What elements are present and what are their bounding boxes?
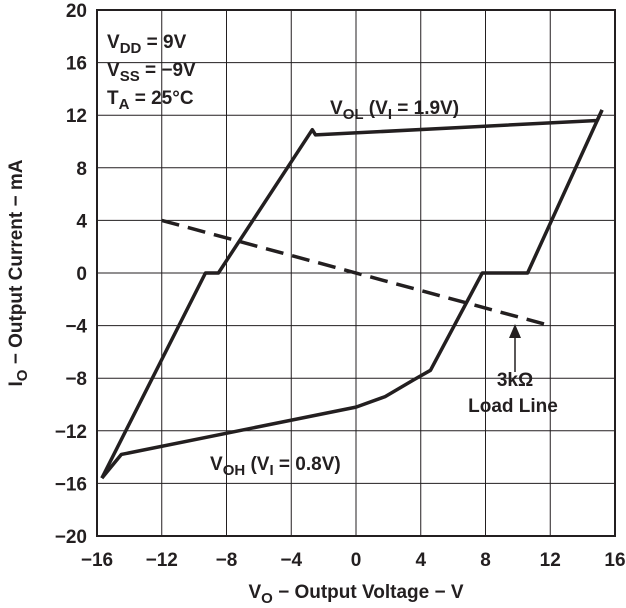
annotation-part: = −9V <box>140 60 196 81</box>
x-axis-title-part: V <box>248 582 261 603</box>
annotation-part: OH <box>223 462 246 479</box>
y-axis-group: IO − Output Current − mA <box>6 159 31 386</box>
annotation-part: T <box>107 88 119 109</box>
annotation: Load Line <box>468 396 558 417</box>
x-tick-label: 8 <box>480 550 491 571</box>
annotation-part: 3kΩ <box>497 370 533 391</box>
x-axis-title: VO − Output Voltage − V <box>248 582 463 607</box>
y-tick-label: 4 <box>76 211 87 232</box>
plot-frame <box>96 9 616 537</box>
annotation: TA = 25°C <box>107 88 194 113</box>
y-tick-label: −12 <box>55 422 87 443</box>
y-tick-label: 0 <box>76 264 87 285</box>
annotation: 3kΩ <box>497 370 533 391</box>
annotation-part: (V <box>364 98 389 119</box>
annotation: VOL (VI = 1.9V) <box>330 98 459 123</box>
annotation-part: OL <box>343 106 364 123</box>
y-axis-title-part: I <box>6 381 27 386</box>
y-tick-label: 8 <box>76 159 87 180</box>
x-axis-title-part: O <box>261 590 273 607</box>
curve <box>161 218 551 328</box>
annotation-part: SS <box>120 68 140 85</box>
load-line-arrowhead <box>509 324 521 338</box>
annotation-part: (V <box>245 454 270 475</box>
x-tick-label: 16 <box>604 550 625 571</box>
x-tick-label: −12 <box>146 550 178 571</box>
y-tick-label: −16 <box>55 474 87 495</box>
curve <box>100 109 604 479</box>
annotation-part: = 9V <box>141 32 186 53</box>
y-axis-title: IO − Output Current − mA <box>6 159 31 386</box>
annotation: VDD = 9V <box>107 32 187 57</box>
annotation-part: I <box>388 106 392 123</box>
annotation-part: V <box>107 60 120 81</box>
annotation: VSS = −9V <box>107 60 196 85</box>
annotation-part: I <box>269 462 273 479</box>
annotation-part: DD <box>120 40 142 57</box>
x-tick-label: −8 <box>216 550 238 571</box>
annotation-part: V <box>107 32 120 53</box>
annotation-part: V <box>210 454 223 475</box>
y-tick-label: −8 <box>65 369 87 390</box>
x-tick-label: −16 <box>81 550 113 571</box>
y-tick-label: 16 <box>66 54 87 75</box>
annotation-part: A <box>119 96 130 113</box>
x-tick-label: 0 <box>351 550 362 571</box>
curve <box>100 109 604 480</box>
x-tick-label: −4 <box>280 550 302 571</box>
y-tick-label: 20 <box>66 1 87 22</box>
y-tick-label: −20 <box>55 527 87 548</box>
annotation-part: Load Line <box>468 396 558 417</box>
annotation-part: V <box>330 98 343 119</box>
y-axis-title-part: − Output Current − mA <box>6 159 27 369</box>
x-axis-title-part: − Output Voltage − V <box>273 582 464 603</box>
y-tick-label: 12 <box>66 106 87 127</box>
annotation-part: = 25°C <box>129 88 193 109</box>
y-axis-title-part: O <box>14 369 31 381</box>
x-tick-label: 4 <box>415 550 426 571</box>
annotation-part: = 0.8V) <box>274 454 341 475</box>
y-tick-label: −4 <box>65 317 87 338</box>
annotation-part: = 1.9V) <box>392 98 459 119</box>
annotation: VOH (VI = 0.8V) <box>210 454 341 479</box>
x-tick-label: 12 <box>540 550 561 571</box>
